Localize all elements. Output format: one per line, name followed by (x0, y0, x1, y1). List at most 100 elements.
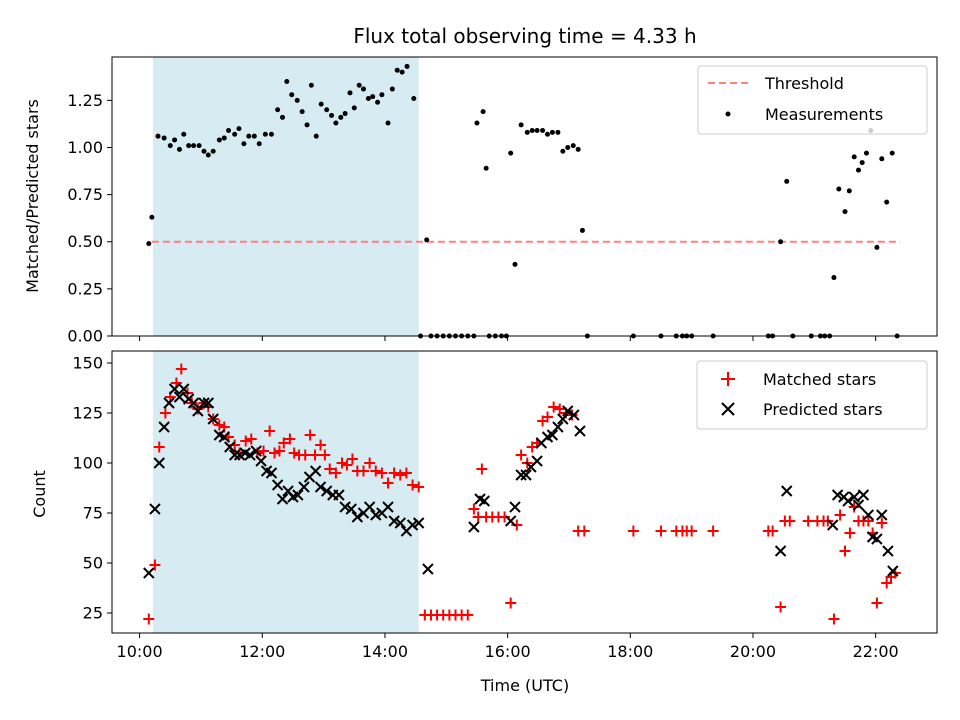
measurement-point (149, 214, 155, 220)
measurement-point (356, 82, 362, 88)
predicted-star-point (857, 489, 870, 501)
measurement-point (549, 129, 555, 135)
matched-star-point (834, 509, 846, 521)
y-tick-label: 1.00 (67, 138, 103, 157)
measurement-point (338, 114, 344, 120)
matched-star-point (309, 449, 321, 461)
matched-star-point (382, 477, 394, 489)
measurement-point (385, 120, 391, 126)
matched-star-point (288, 447, 300, 459)
matched-star-point (376, 467, 388, 479)
matched-star-point (269, 447, 281, 459)
matched-star-point (767, 525, 779, 537)
measurement-point (181, 131, 187, 137)
measurement-point (575, 146, 581, 152)
measurement-point (191, 143, 197, 149)
measurement-point (241, 141, 247, 147)
measurement-point (351, 105, 357, 111)
predicted-star-point (546, 429, 559, 441)
matched-star-point (554, 403, 566, 415)
predicted-star-point (509, 501, 521, 513)
matched-star-point (175, 363, 187, 375)
predicted-star-point (244, 449, 256, 461)
predicted-star-point (562, 405, 574, 417)
measurement-point (846, 188, 852, 194)
y-tick-label: 75 (83, 504, 103, 523)
predicted-star-point (168, 383, 181, 395)
matched-star-point (862, 515, 874, 527)
measurement-point (370, 94, 376, 100)
x-tick-label: 18:00 (607, 642, 653, 661)
predicted-star-point (153, 457, 165, 469)
predicted-star-point (774, 545, 787, 557)
x-axis-label: Time (UTC) (480, 676, 569, 695)
measurement-point (299, 109, 305, 115)
x-tick-label: 14:00 (362, 642, 408, 661)
y-tick-label: 100 (72, 454, 103, 473)
predicted-star-point (198, 397, 210, 409)
y-tick-label: 150 (72, 354, 103, 373)
top-x-ticks (139, 336, 877, 341)
matched-star-point (240, 435, 252, 447)
matched-star-point (278, 437, 290, 449)
legend-matched-label: Matched stars (763, 370, 876, 389)
predicted-star-point (852, 499, 865, 511)
legend-threshold-label: Threshold (764, 74, 844, 93)
legend-measurements-label: Measurements (765, 105, 883, 124)
measurement-point (579, 227, 585, 233)
y-tick-label: 25 (83, 604, 103, 623)
predicted-star-point (412, 517, 425, 529)
predicted-star-point (178, 383, 190, 395)
predicted-star-point (224, 441, 236, 453)
predicted-star-point (351, 511, 364, 523)
measurement-point (256, 141, 262, 147)
legend-measurements-swatch (725, 111, 731, 117)
y-tick-label: 50 (83, 554, 103, 573)
measurement-point (172, 137, 178, 143)
predicted-star-point (339, 501, 351, 513)
matched-star-point (143, 613, 155, 625)
bottom-legend-box (696, 360, 928, 430)
measurement-point (565, 144, 571, 150)
top-panel-marks (146, 63, 901, 339)
matched-star-point (400, 467, 412, 479)
measurement-point (308, 82, 314, 88)
measurement-point (226, 128, 232, 134)
top-panel-frame (111, 56, 938, 337)
measurement-point (284, 79, 290, 85)
measurement-point (318, 101, 324, 107)
matched-star-point (881, 577, 893, 589)
measurement-point (210, 148, 216, 154)
measurement-point (232, 131, 238, 137)
measurement-point (855, 167, 861, 173)
y-tick-label: 0.75 (67, 185, 103, 204)
matched-star-point (388, 467, 400, 479)
matched-star-point (802, 515, 814, 527)
matched-star-point (341, 459, 353, 471)
matched-star-point (515, 449, 527, 461)
measurement-point (483, 165, 489, 171)
measurement-point (508, 150, 514, 156)
matched-star-point (357, 465, 369, 477)
predicted-star-point (271, 479, 284, 491)
measurement-point (831, 275, 837, 281)
matched-star-point (844, 527, 856, 539)
measurement-point (480, 109, 486, 115)
measurement-point (275, 107, 281, 113)
predicted-star-point (862, 509, 875, 521)
measurement-point (836, 186, 842, 192)
measurement-point (246, 133, 252, 139)
bottom-x-ticks: 10:00 12:00 14:00 16:00 18:00 20:00 22:00 (117, 633, 899, 661)
predicted-star-point (520, 469, 532, 481)
measurement-point (161, 135, 167, 141)
measurement-point (251, 133, 257, 139)
measurement-point (842, 209, 848, 215)
matched-star-point (245, 433, 257, 445)
measurement-point (879, 156, 885, 162)
y-tick-label: 0.25 (67, 279, 103, 298)
measurement-point (524, 129, 530, 135)
predicted-star-point (202, 397, 215, 409)
measurement-point (280, 114, 286, 120)
x-tick-label: 12:00 (239, 642, 285, 661)
measurement-point (329, 112, 335, 118)
